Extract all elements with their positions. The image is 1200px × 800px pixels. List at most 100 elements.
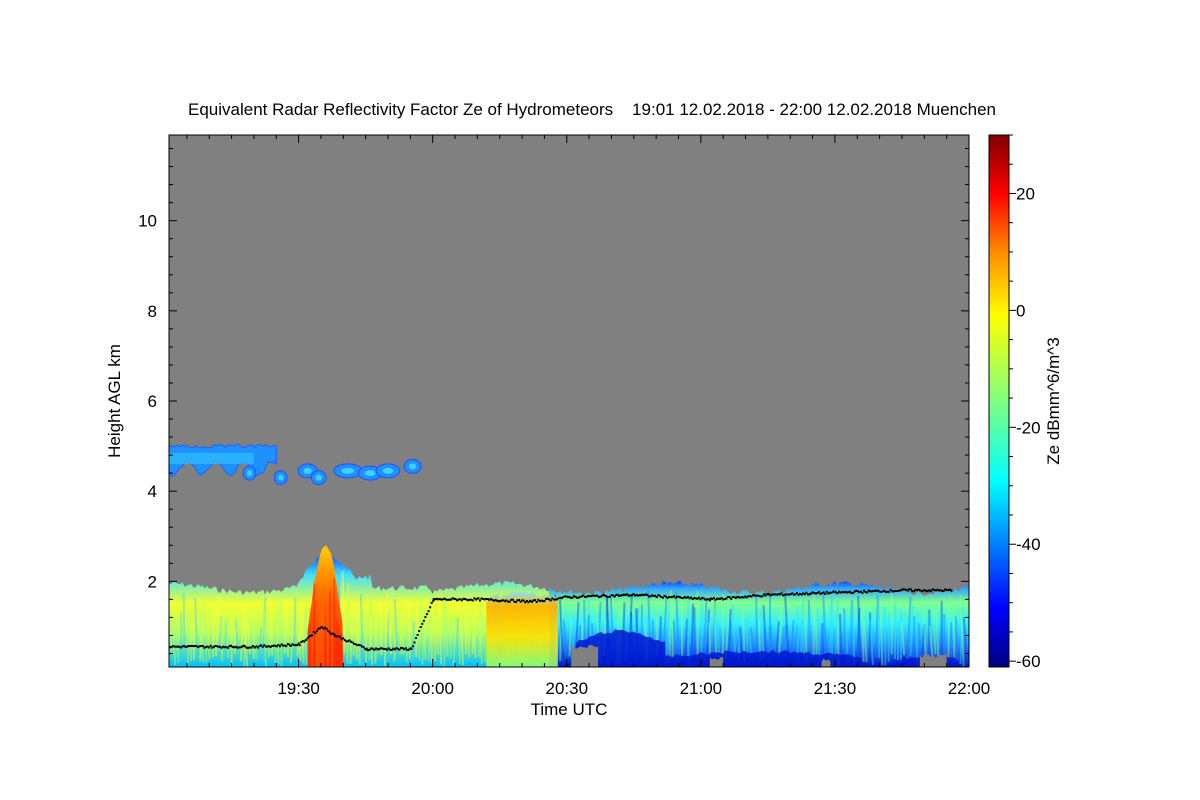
cloud-base-point (847, 591, 850, 594)
cloud-base-point (421, 622, 424, 625)
cloud-base-point (324, 626, 327, 629)
cloud-base-point (672, 595, 675, 598)
cloud-base-point (381, 647, 384, 650)
upper-cloud-fragment-core (303, 467, 312, 474)
cloud-base-point (395, 647, 398, 650)
echo-streak (856, 607, 861, 662)
cloud-base-point (264, 645, 267, 648)
no-signal-patch (571, 644, 599, 667)
cloud-base-point (304, 639, 307, 642)
echo-streak (169, 604, 174, 655)
cloud-base-point (778, 593, 781, 596)
cloud-base-point (696, 597, 699, 600)
cloud-base-point (861, 591, 864, 594)
cloud-base-point (189, 645, 192, 648)
cloud-base-point (839, 591, 842, 594)
cloud-base-point (697, 596, 700, 599)
cloud-base-point (774, 593, 777, 596)
echo-streak (202, 601, 208, 663)
echo-streak (192, 620, 196, 661)
cloud-base-point (805, 591, 808, 594)
cloud-base-point (808, 593, 811, 596)
cloud-base-point (930, 590, 933, 593)
echo-streak (400, 603, 405, 655)
echo-streak (893, 601, 897, 663)
cloud-base-point (641, 593, 644, 596)
cloud-base-point (615, 593, 618, 596)
cloud-base-point (467, 599, 470, 602)
echo-streak (850, 600, 853, 661)
echo-streak (186, 607, 191, 664)
cloud-base-point (742, 596, 745, 599)
cloud-base-point (538, 600, 541, 603)
cloud-base-point (785, 593, 788, 596)
cloud-base-point (427, 610, 430, 613)
cloud-base-point (566, 595, 569, 598)
echo-streak (427, 594, 432, 662)
echo-streak (954, 616, 959, 661)
echo-streak (731, 604, 737, 657)
cloud-base-point (906, 589, 909, 592)
cloud-base-point (187, 645, 190, 648)
cloud-base-point (875, 589, 878, 592)
cloud-base-point (842, 591, 845, 594)
cloud-base-point (769, 594, 772, 597)
cloud-base-point (626, 593, 629, 596)
cloud-base-point (619, 594, 622, 597)
cloud-base-point (483, 598, 486, 601)
cloud-base-point (933, 588, 936, 591)
cloud-base-point (194, 645, 197, 648)
cloud-base-point (582, 594, 585, 597)
cloud-base-point (237, 646, 240, 649)
cloud-base-point (376, 648, 379, 651)
cloud-base-point (525, 600, 528, 603)
echo-streak (559, 594, 565, 662)
cloud-base-point (901, 588, 904, 591)
cloud-base-point (680, 597, 683, 600)
no-signal-patch (709, 656, 724, 667)
cloud-base-point (591, 594, 594, 597)
cloud-base-point (922, 589, 925, 592)
echo-streak (466, 608, 471, 658)
cloud-base-point (733, 595, 736, 598)
echo-streak (359, 594, 364, 667)
cloud-base-point (548, 598, 551, 601)
cloud-base-point (401, 647, 404, 650)
cloud-base-point (192, 645, 195, 648)
echo-streak (224, 616, 230, 659)
echo-streak (418, 597, 423, 661)
cloud-base-point (507, 600, 510, 603)
cloud-base-point (541, 600, 544, 603)
cloud-base-point (551, 597, 554, 600)
cloud-base-point (576, 596, 579, 599)
echo-streak (712, 599, 718, 658)
cloud-base-point (499, 600, 502, 603)
echo-streak (807, 600, 812, 662)
cloud-base-point (214, 645, 217, 648)
strong-echo-band (486, 591, 558, 667)
cloud-base-point (387, 647, 390, 650)
echo-streak (471, 608, 477, 654)
cloud-base-point (822, 591, 825, 594)
echo-streak (415, 599, 419, 658)
cloud-base-point (294, 644, 297, 647)
cloud-base-point (266, 645, 269, 648)
cloud-base-point (863, 589, 866, 592)
echo-streak (421, 602, 427, 660)
cloud-base-point (367, 649, 370, 652)
cloud-base-point (350, 640, 353, 643)
cloud-base-point (624, 593, 627, 596)
cloud-base-point (601, 594, 604, 597)
echo-streak (739, 626, 743, 656)
cloud-base-point (685, 596, 688, 599)
cloud-base-point (699, 598, 702, 601)
cloud-base-point (540, 599, 543, 602)
cloud-base-point (245, 646, 248, 649)
cloud-base-point (665, 595, 668, 598)
cloud-base-point (756, 594, 759, 597)
cloud-base-point (752, 594, 755, 597)
cloud-base-point (627, 594, 630, 597)
cloud-base-point (632, 592, 635, 595)
echo-streak (218, 616, 223, 662)
cloud-base-point (759, 595, 762, 598)
